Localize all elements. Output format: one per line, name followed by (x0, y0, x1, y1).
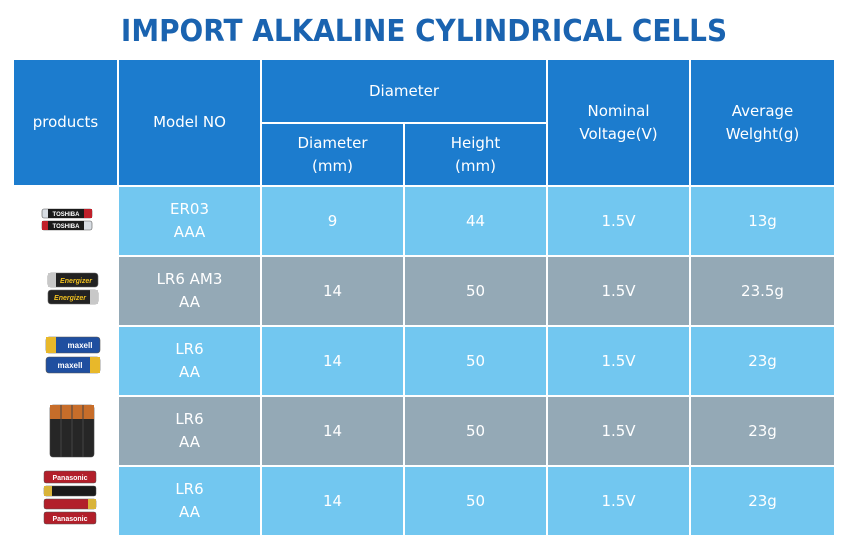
header-products: products (14, 60, 117, 185)
row-1-diameter-value: 9 (327, 211, 338, 230)
row-4-diameter: 14 (262, 397, 403, 465)
header-diameter-line2: (mm) (312, 156, 353, 175)
row-2-height: 50 (405, 257, 546, 325)
row-5-height: 50 (405, 467, 546, 535)
header-voltage-line1: Nominal (587, 101, 650, 120)
product-image-panasonic: Panasonic Panasonic (14, 467, 117, 535)
row-3-height: 50 (405, 327, 546, 395)
row-2-weight: 23.5g (691, 257, 834, 325)
row-4-height-value: 50 (465, 421, 486, 440)
row-5-weight: 23g (691, 467, 834, 535)
row-3-diameter-value: 14 (322, 351, 343, 370)
row-3-model-line1: LR6 (175, 340, 204, 358)
copper-top-battery-icon (49, 404, 95, 458)
row-4-height: 50 (405, 397, 546, 465)
row-3-model-line2: AA (179, 363, 200, 381)
row-5-diameter: 14 (262, 467, 403, 535)
header-voltage: Nominal Voltage(V) (548, 60, 689, 185)
row-4-weight-value: 23g (748, 421, 777, 440)
row-2-weight-value: 23.5g (741, 281, 784, 300)
header-weight-line1: Average (731, 101, 794, 120)
row-5-voltage: 1.5V (548, 467, 689, 535)
header-weight: Average Welght(g) (691, 60, 834, 185)
header-model-label: Model NO (153, 113, 226, 131)
energizer-label-top: Energizer (60, 278, 93, 285)
row-4-diameter-value: 14 (322, 421, 343, 440)
row-1-diameter: 9 (262, 187, 403, 255)
energizer-battery-icon: Energizer Energizer (47, 272, 99, 305)
row-2-voltage: 1.5V (548, 257, 689, 325)
maxell-label-top: maxell (68, 341, 93, 350)
row-4-voltage-value: 1.5V (601, 421, 636, 440)
panasonic-label-2: Panasonic (52, 516, 87, 523)
row-4-model-line1: LR6 (175, 410, 204, 428)
toshiba-battery-icon: TOSHIBA TOSHIBA (41, 208, 93, 231)
row-2-model: LR6 AM3 AA (119, 257, 260, 325)
row-2-model-line2: AA (179, 293, 200, 311)
row-3-model: LR6 AA (119, 327, 260, 395)
row-2-model-line1: LR6 AM3 (156, 270, 223, 288)
row-3-voltage-value: 1.5V (601, 351, 636, 370)
header-diameter-group-label: Diameter (368, 81, 440, 100)
row-1-voltage: 1.5V (548, 187, 689, 255)
toshiba-label-top: TOSHIBA (53, 212, 81, 218)
header-diameter-group: Diameter (262, 60, 546, 122)
toshiba-label-bottom: TOSHIBA (53, 224, 81, 230)
row-5-model-line2: AA (179, 503, 200, 521)
row-3-weight: 23g (691, 327, 834, 395)
row-5-model: LR6 AA (119, 467, 260, 535)
row-3-voltage: 1.5V (548, 327, 689, 395)
product-image-toshiba: TOSHIBA TOSHIBA (14, 187, 117, 255)
header-height-line1: Height (450, 133, 501, 152)
maxell-label-bottom: maxell (58, 361, 83, 370)
row-4-model: LR6 AA (119, 397, 260, 465)
page-title: IMPORT ALKALINE CYLINDRICAL CELLS (120, 14, 728, 49)
row-1-voltage-value: 1.5V (601, 211, 636, 230)
header-diameter-mm: Diameter (mm) (262, 124, 403, 185)
row-4-voltage: 1.5V (548, 397, 689, 465)
energizer-label-bottom: Energizer (54, 295, 87, 302)
header-height-line2: (mm) (455, 156, 496, 175)
header-voltage-line2: Voltage(V) (579, 124, 658, 143)
row-2-diameter: 14 (262, 257, 403, 325)
row-5-voltage-value: 1.5V (601, 491, 636, 510)
row-1-model-line1: ER03 (170, 200, 209, 218)
row-1-model-line2: AAA (173, 223, 206, 241)
row-2-voltage-value: 1.5V (601, 281, 636, 300)
row-2-diameter-value: 14 (322, 281, 343, 300)
row-3-diameter: 14 (262, 327, 403, 395)
maxell-battery-icon: maxell maxell (45, 336, 101, 374)
row-1-weight: 13g (691, 187, 834, 255)
row-1-weight-value: 13g (748, 211, 777, 230)
row-5-model-line1: LR6 (175, 480, 204, 498)
row-1-height: 44 (405, 187, 546, 255)
product-image-coppertop (14, 397, 117, 465)
row-5-height-value: 50 (465, 491, 486, 510)
row-4-model-line2: AA (179, 433, 200, 451)
row-5-weight-value: 23g (748, 491, 777, 510)
row-3-height-value: 50 (465, 351, 486, 370)
row-5-diameter-value: 14 (322, 491, 343, 510)
panasonic-battery-icon: Panasonic Panasonic (43, 470, 97, 525)
product-image-maxell: maxell maxell (14, 327, 117, 395)
header-model: Model NO (119, 60, 260, 185)
header-products-label: products (32, 113, 99, 131)
panasonic-label-1: Panasonic (52, 475, 87, 482)
header-weight-line2: Welght(g) (725, 124, 800, 143)
row-1-height-value: 44 (465, 211, 486, 230)
row-1-model: ER03 AAA (119, 187, 260, 255)
row-3-weight-value: 23g (748, 351, 777, 370)
row-2-height-value: 50 (465, 281, 486, 300)
product-image-energizer: Energizer Energizer (14, 257, 117, 325)
header-diameter-line1: Diameter (297, 133, 368, 152)
header-height-mm: Height (mm) (405, 124, 546, 185)
row-4-weight: 23g (691, 397, 834, 465)
